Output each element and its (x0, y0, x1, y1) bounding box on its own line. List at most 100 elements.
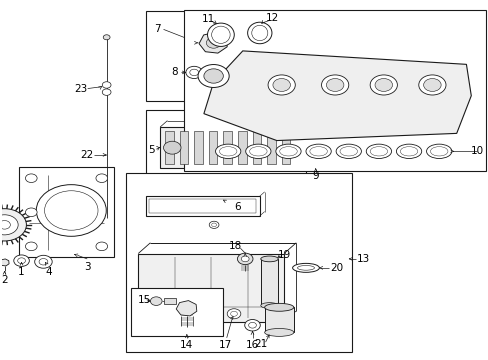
Ellipse shape (369, 147, 387, 156)
Bar (208, 131, 217, 164)
Circle shape (35, 255, 52, 268)
Circle shape (25, 208, 37, 217)
Text: 21: 21 (254, 339, 267, 349)
Circle shape (423, 78, 440, 91)
Circle shape (103, 35, 110, 40)
Bar (194, 131, 203, 164)
Text: 4: 4 (45, 267, 52, 277)
Circle shape (185, 66, 202, 78)
Bar (145, 12, 262, 101)
Circle shape (272, 78, 290, 91)
Circle shape (325, 78, 343, 91)
Bar (160, 127, 301, 168)
Text: 5: 5 (148, 145, 155, 155)
Circle shape (150, 297, 162, 305)
Text: 10: 10 (469, 146, 483, 156)
Text: 2: 2 (1, 275, 8, 285)
Bar (266, 131, 275, 164)
Ellipse shape (245, 144, 270, 158)
Circle shape (209, 221, 219, 228)
Polygon shape (0, 259, 9, 266)
Circle shape (203, 69, 223, 83)
Ellipse shape (275, 144, 301, 158)
Text: 12: 12 (265, 13, 278, 23)
Ellipse shape (335, 144, 361, 158)
Circle shape (25, 174, 37, 183)
Text: 19: 19 (277, 250, 290, 260)
Circle shape (321, 75, 348, 95)
Ellipse shape (219, 147, 237, 156)
Ellipse shape (260, 303, 278, 309)
Bar (126, 173, 351, 352)
Ellipse shape (264, 328, 293, 336)
Polygon shape (176, 301, 196, 316)
Bar (19, 167, 114, 257)
Bar (223, 131, 232, 164)
Ellipse shape (396, 144, 421, 158)
Bar (260, 259, 278, 306)
Circle shape (374, 78, 392, 91)
Circle shape (96, 174, 107, 183)
Circle shape (198, 64, 229, 87)
Bar (163, 298, 175, 304)
Circle shape (227, 309, 241, 319)
Text: 9: 9 (312, 171, 318, 181)
Bar (149, 199, 255, 213)
Circle shape (0, 221, 10, 229)
Bar (281, 131, 290, 164)
Text: 1: 1 (18, 267, 25, 277)
Ellipse shape (429, 147, 447, 156)
Text: 23: 23 (75, 84, 88, 94)
Bar (168, 182, 292, 201)
Circle shape (248, 322, 256, 328)
Text: 15: 15 (138, 295, 151, 305)
Polygon shape (199, 32, 227, 53)
Circle shape (14, 255, 29, 266)
Bar (179, 131, 188, 164)
Ellipse shape (400, 147, 417, 156)
Circle shape (241, 256, 248, 262)
Bar (164, 131, 173, 164)
Bar (264, 307, 293, 332)
Ellipse shape (366, 144, 391, 158)
Text: 7: 7 (154, 24, 161, 35)
Bar (145, 196, 259, 216)
Bar (252, 131, 261, 164)
Ellipse shape (251, 25, 267, 41)
Circle shape (44, 191, 98, 230)
Circle shape (102, 89, 111, 95)
Bar (238, 131, 246, 164)
Circle shape (0, 215, 18, 235)
Text: 8: 8 (171, 67, 178, 77)
Bar (131, 288, 223, 336)
Ellipse shape (207, 23, 234, 46)
Circle shape (418, 75, 445, 95)
Text: 6: 6 (233, 202, 240, 212)
Circle shape (267, 75, 295, 95)
Circle shape (369, 75, 397, 95)
Text: 22: 22 (81, 150, 94, 160)
Ellipse shape (297, 266, 314, 270)
Polygon shape (203, 51, 470, 140)
Ellipse shape (292, 264, 319, 273)
Text: 3: 3 (84, 262, 90, 272)
Ellipse shape (305, 144, 330, 158)
Ellipse shape (426, 144, 451, 158)
Ellipse shape (339, 147, 357, 156)
Text: 17: 17 (218, 340, 231, 350)
Text: 18: 18 (228, 241, 242, 251)
Circle shape (96, 242, 107, 251)
Circle shape (230, 311, 237, 316)
Ellipse shape (249, 147, 266, 156)
Circle shape (25, 242, 37, 251)
Text: 13: 13 (356, 254, 369, 264)
Circle shape (102, 82, 111, 88)
Ellipse shape (247, 22, 271, 44)
Ellipse shape (279, 147, 297, 156)
Ellipse shape (215, 144, 241, 158)
Text: 20: 20 (329, 263, 343, 273)
Circle shape (211, 223, 216, 226)
Circle shape (163, 141, 181, 154)
Bar (138, 253, 284, 321)
Ellipse shape (309, 147, 326, 156)
